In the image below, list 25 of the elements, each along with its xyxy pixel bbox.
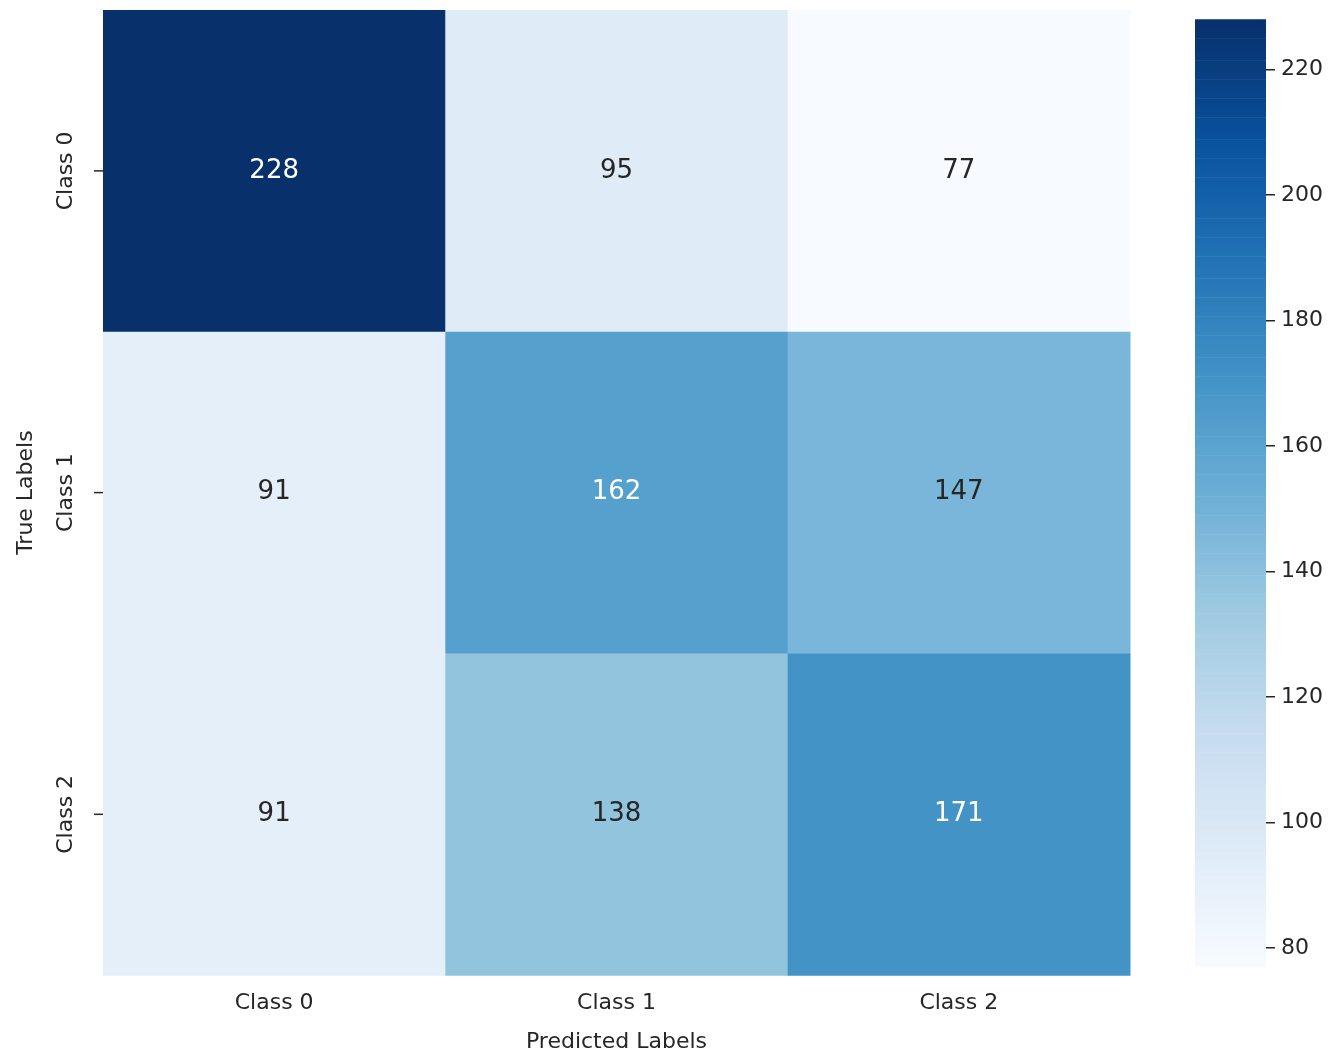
y-tick-label: Class 0 (51, 131, 77, 211)
y-axis-title: True Labels (11, 430, 37, 556)
color-bar-label: 100 (1281, 808, 1324, 834)
data-label: 77 (942, 153, 976, 184)
x-tick-label: Class 1 (577, 989, 656, 1015)
data-label: 147 (934, 475, 984, 506)
data-label: 91 (257, 475, 291, 506)
color-bar-label: 120 (1281, 682, 1324, 708)
color-bar-label: 160 (1281, 431, 1324, 457)
color-bar-label: 220 (1281, 55, 1324, 81)
color-bar-label: 140 (1281, 557, 1324, 583)
x-tick-label: Class 2 (919, 989, 999, 1015)
x-tick-label: Class 0 (234, 989, 314, 1015)
x-axis-title: Predicted Labels (525, 1027, 708, 1053)
y-tick-label: Class 2 (51, 774, 77, 854)
color-bar-label: 180 (1281, 306, 1324, 332)
data-label: 91 (257, 797, 291, 828)
data-label: 162 (591, 475, 642, 506)
data-label: 138 (591, 797, 642, 828)
data-label: 228 (249, 153, 299, 184)
data-label: 171 (934, 797, 984, 828)
color-bar-label: 200 (1281, 180, 1324, 206)
y-tick-label: Class 1 (51, 453, 77, 533)
data-label: 95 (599, 153, 634, 184)
color-bar-label: 80 (1281, 933, 1310, 959)
